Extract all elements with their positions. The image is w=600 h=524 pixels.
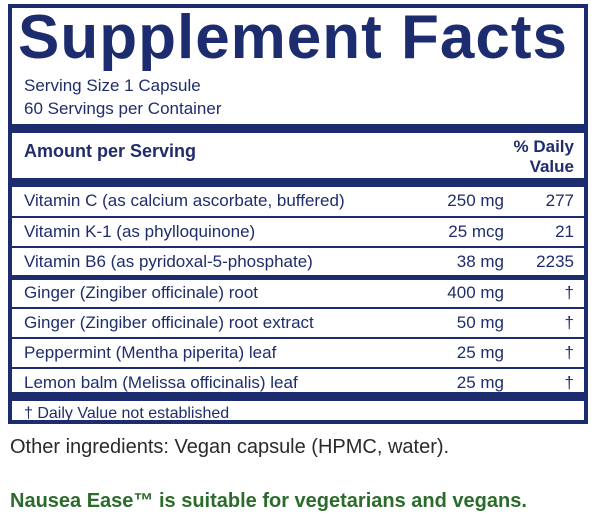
row-divider [12,246,584,248]
row-divider [12,367,584,369]
row-divider [12,337,584,339]
serving-size: Serving Size 1 Capsule [24,76,201,95]
ingredient-name: Peppermint (Mentha piperita) leaf [24,343,277,362]
ingredient-row: Ginger (Zingiber officinale) root extrac… [12,309,584,338]
ingredient-row: Peppermint (Mentha piperita) leaf 25 mg … [12,339,584,368]
ingredient-name: Ginger (Zingiber officinale) root [24,283,259,302]
ingredient-name: Lemon balm (Melissa officinalis) leaf [24,373,298,392]
nutrient-amount: 38 mg [456,252,504,271]
daily-value-header: % Daily Value [514,137,574,177]
amount-per-serving-header: Amount per Serving [24,141,197,161]
product-tagline: Nausea Ease™ is suitable for vegetarians… [10,490,527,512]
ingredient-daily-value: † [564,373,574,392]
nutrient-name: Vitamin K-1 (as phylloquinone) [24,222,256,241]
nutrient-daily-value: 277 [545,191,574,210]
nutrient-row: Vitamin C (as calcium ascorbate, buffere… [12,187,584,216]
nutrient-amount: 25 mcg [448,222,504,241]
ingredient-amount: 25 mg [456,343,504,362]
ingredient-amount: 25 mg [456,373,504,392]
ingredient-name: Ginger (Zingiber officinale) root extrac… [24,313,314,332]
servings-per-container: 60 Servings per Container [24,99,222,118]
supplement-facts-panel: Supplement Facts Serving Size 1 Capsule … [8,3,588,424]
nutrient-row: Vitamin B6 (as pyridoxal-5-phosphate) 38… [12,248,584,277]
daily-value-header-line2: Value [529,157,574,176]
daily-value-header-line1: % Daily [513,137,574,156]
daily-value-footnote: † Daily Value not established [24,405,230,422]
nutrient-name: Vitamin B6 (as pyridoxal-5-phosphate) [24,252,313,271]
ingredient-daily-value: † [564,313,574,332]
ingredient-amount: 400 mg [447,283,504,302]
other-ingredients: Other ingredients: Vegan capsule (HPMC, … [10,436,450,458]
ingredient-daily-value: † [564,283,574,302]
divider-vitamins [12,275,584,280]
ingredient-row: Ginger (Zingiber officinale) root 400 mg… [12,279,584,308]
nutrient-daily-value: 21 [555,222,574,241]
divider-thick-bottom [12,392,584,401]
ingredient-row: Lemon balm (Melissa officinalis) leaf 25… [12,369,584,398]
row-divider [12,307,584,309]
ingredient-amount: 50 mg [456,313,504,332]
panel-title: Supplement Facts [18,3,568,72]
divider-thick-top [12,124,584,133]
divider-thick-header [12,178,584,187]
nutrient-daily-value: 2235 [536,252,574,271]
nutrient-amount: 250 mg [447,191,504,210]
row-divider [12,216,584,218]
nutrient-row: Vitamin K-1 (as phylloquinone) 25 mcg 21 [12,218,584,247]
nutrient-name: Vitamin C (as calcium ascorbate, buffere… [24,191,345,210]
ingredient-daily-value: † [564,343,574,362]
